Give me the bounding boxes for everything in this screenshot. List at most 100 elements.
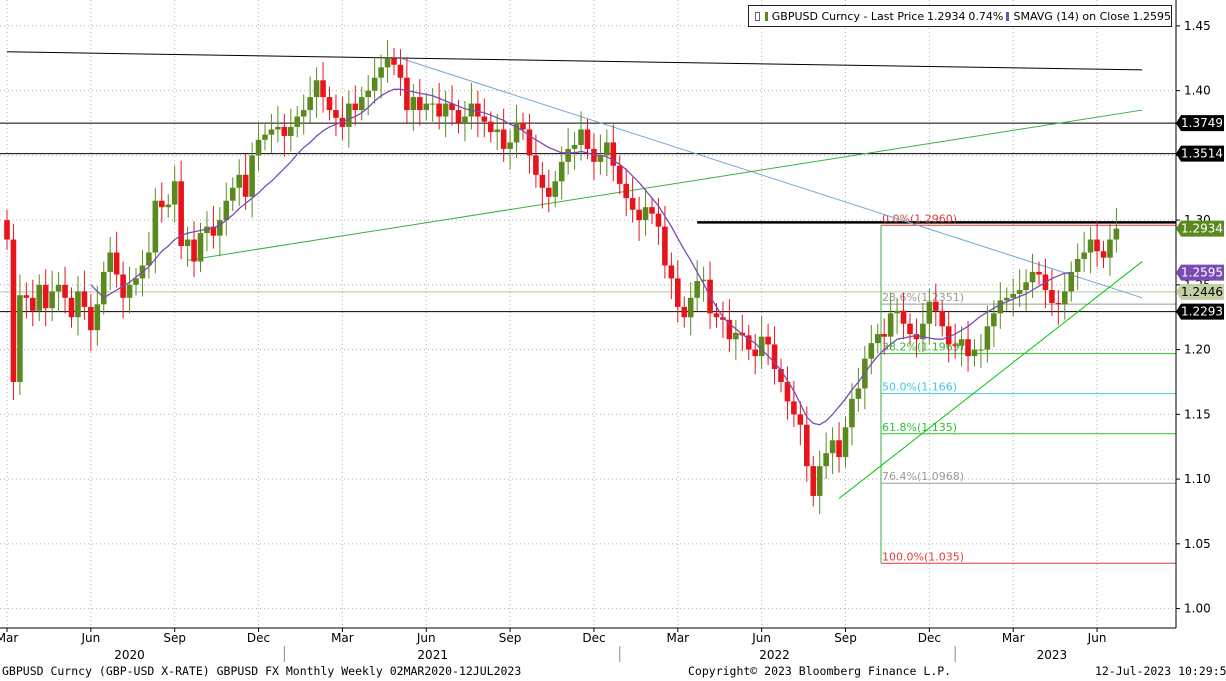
candle-body: [1081, 252, 1087, 259]
value-tag-label: 1.2934: [1181, 222, 1223, 236]
candle-body: [597, 155, 604, 162]
candle-body: [462, 116, 468, 124]
candle-body: [752, 349, 758, 357]
candle-body: [475, 103, 481, 117]
legend-price-last: 1.2934: [927, 9, 966, 23]
fib-label: 61.8%(1.135): [882, 421, 957, 434]
x-month-label: Mar: [331, 631, 354, 645]
x-month-label: Sep: [163, 631, 186, 645]
candle-body: [945, 326, 952, 345]
candle-body: [23, 295, 30, 298]
candle-body: [713, 313, 720, 318]
fib-label: 0.0%(1.2960): [882, 212, 957, 225]
fib-label: 100.0%(1.035): [882, 550, 964, 563]
value-tag-bg: [1176, 303, 1224, 320]
candle-body: [533, 155, 539, 175]
candle-body: [449, 103, 455, 111]
candle-body: [500, 129, 507, 149]
footer-timestamp: 12-Jul-2023 10:29:56: [1095, 664, 1226, 678]
candle-body: [210, 226, 217, 236]
candle-body: [487, 121, 494, 133]
x-month-label: Mar: [0, 631, 18, 645]
candle-body: [991, 313, 997, 327]
candle-body: [1094, 239, 1100, 252]
candle-body: [371, 77, 378, 91]
candle-body: [616, 165, 623, 184]
x-year-label: 2020: [114, 648, 145, 662]
x-year-label: 2021: [417, 648, 448, 662]
candle-body: [133, 278, 139, 285]
fibonacci-retracements: 0.0%(1.2960)23.6%(1.2351)38.2%(1.1969)50…: [880, 212, 1176, 564]
candle-body: [558, 161, 565, 182]
value-tag-bg: [1176, 264, 1224, 281]
candle-body: [804, 424, 810, 467]
candle-body: [907, 323, 913, 335]
candle-body: [152, 200, 159, 253]
candle-body: [546, 187, 552, 197]
y-tick-label: 1.20: [1184, 343, 1211, 357]
value-tag-label: 1.2595: [1181, 266, 1223, 280]
legend-toggle-icon[interactable]: [755, 11, 760, 21]
candle-body: [313, 80, 320, 98]
candle-body: [1049, 290, 1055, 303]
x-month-label: Dec: [247, 631, 270, 645]
value-tag-label: 1.3514: [1181, 147, 1223, 161]
candle-body: [404, 77, 410, 111]
x-year-label: 2022: [759, 648, 790, 662]
candle-body: [584, 129, 591, 149]
candle-body: [4, 220, 10, 240]
candle-body: [971, 349, 978, 357]
x-month-label: Jun: [1087, 631, 1107, 645]
candle-body: [758, 336, 765, 357]
candle-body: [42, 284, 49, 309]
x-month-label: Jun: [416, 631, 436, 645]
candle-body: [726, 319, 733, 340]
candle-body: [649, 207, 655, 214]
x-month-label: Mar: [666, 631, 689, 645]
candle-body: [249, 155, 255, 197]
x-month-label: Jun: [751, 631, 771, 645]
candle-body: [900, 310, 907, 324]
axes: 1.001.051.101.151.201.251.301.351.401.45…: [0, 0, 1211, 662]
candle-body: [578, 129, 584, 146]
candle-body: [610, 142, 617, 166]
value-tag-bg: [1176, 283, 1224, 300]
candle-body: [1107, 239, 1113, 258]
candle-body: [894, 310, 900, 314]
candle-body: [171, 181, 178, 205]
trendlines: [6, 51, 1143, 499]
candle-body: [62, 284, 68, 298]
candle-body: [816, 466, 823, 496]
candle-body: [288, 126, 294, 136]
candle-body: [836, 440, 842, 458]
candle-body: [694, 280, 700, 298]
candle-body: [765, 336, 771, 345]
candle-body: [642, 207, 649, 221]
x-month-label: Dec: [582, 631, 605, 645]
candle-body: [229, 187, 236, 201]
candle-body: [855, 388, 862, 399]
candle-body: [378, 67, 384, 78]
candle-body: [997, 300, 1004, 314]
candle-body: [242, 174, 249, 197]
candle-body: [397, 64, 404, 78]
candle-body: [681, 306, 688, 318]
candle-body: [113, 252, 120, 275]
candle-body: [365, 90, 371, 98]
candle-body: [1010, 293, 1016, 298]
candle-body: [320, 80, 326, 98]
legend-sma-last: 1.2595: [1132, 9, 1171, 23]
legend-price-change: 0.74%: [968, 9, 1004, 23]
y-tick-label: 1.05: [1184, 537, 1211, 551]
candle-body: [88, 306, 94, 331]
candle-body: [107, 252, 113, 272]
x-month-label: Sep: [499, 631, 522, 645]
candle-body: [346, 103, 352, 127]
candle-body: [771, 344, 778, 370]
candle-body: [1029, 271, 1036, 283]
candle-body: [513, 123, 520, 143]
candle-body: [784, 381, 791, 402]
candle-body: [1062, 291, 1068, 305]
value-tag-bg: [1176, 115, 1224, 132]
candle-body: [423, 103, 430, 111]
